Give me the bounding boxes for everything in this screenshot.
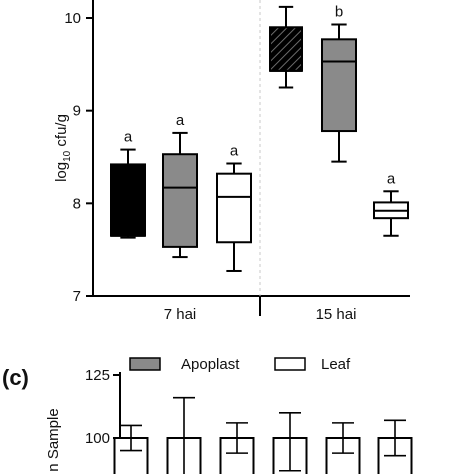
bar-3 xyxy=(272,411,308,474)
legend-label-apoplast: Apoplast xyxy=(181,356,240,373)
bottom-y-tick-label-1: 125 xyxy=(85,367,110,384)
panel-label-c: (c) xyxy=(2,365,29,390)
top-y-ticks: 7 8 9 10 xyxy=(64,10,93,305)
top-boxes: a a a b a xyxy=(110,3,409,272)
top-y-tick-label-2: 9 xyxy=(73,103,81,120)
legend-swatch-leaf xyxy=(274,357,306,371)
bar-5 xyxy=(377,419,413,474)
bottom-y-tick-label-0: 100 xyxy=(85,430,110,447)
bottom-bars xyxy=(113,396,413,474)
top-y-tick-label-1: 8 xyxy=(73,195,81,212)
box-2-iqr xyxy=(216,172,252,244)
box-plot-panel: 7 8 9 10 a a a b a log10 cfu/g 7 hai 15 hai xyxy=(53,0,410,323)
bottom-y-axis-label: n Sample xyxy=(45,408,62,471)
bar-1 xyxy=(166,396,202,474)
box-2: a xyxy=(216,142,252,272)
box-3 xyxy=(269,5,303,89)
box-1: a xyxy=(162,112,198,259)
box-3-iqr xyxy=(269,26,303,72)
top-y-tick-label-0: 7 xyxy=(73,288,81,305)
box-4-significance-label: b xyxy=(335,3,343,20)
group-label-15hai: 15 hai xyxy=(316,306,357,323)
box-5-significance-label: a xyxy=(387,170,396,187)
bar-0 xyxy=(113,424,149,474)
box-0-significance-label: a xyxy=(124,129,133,146)
box-0: a xyxy=(110,129,146,239)
bottom-y-ticks: 100 125 xyxy=(85,367,120,447)
group-label-7hai: 7 hai xyxy=(164,306,197,323)
box-4: b xyxy=(321,3,357,163)
bar-2 xyxy=(219,422,255,474)
box-2-significance-label: a xyxy=(230,142,239,159)
box-5: a xyxy=(373,170,409,237)
bar-4 xyxy=(325,422,361,474)
box-1-iqr xyxy=(162,153,198,248)
box-4-iqr xyxy=(321,38,357,133)
legend-swatch-apoplast xyxy=(129,357,161,371)
top-y-axis-label: log10 cfu/g xyxy=(53,114,73,182)
box-1-significance-label: a xyxy=(176,112,185,129)
bar-panel-c: (c) Apoplast Leaf 100 125 n Sample xyxy=(2,356,413,474)
top-y-tick-label-3: 10 xyxy=(64,10,81,27)
legend-label-leaf: Leaf xyxy=(321,356,351,373)
box-0-iqr xyxy=(110,163,146,237)
